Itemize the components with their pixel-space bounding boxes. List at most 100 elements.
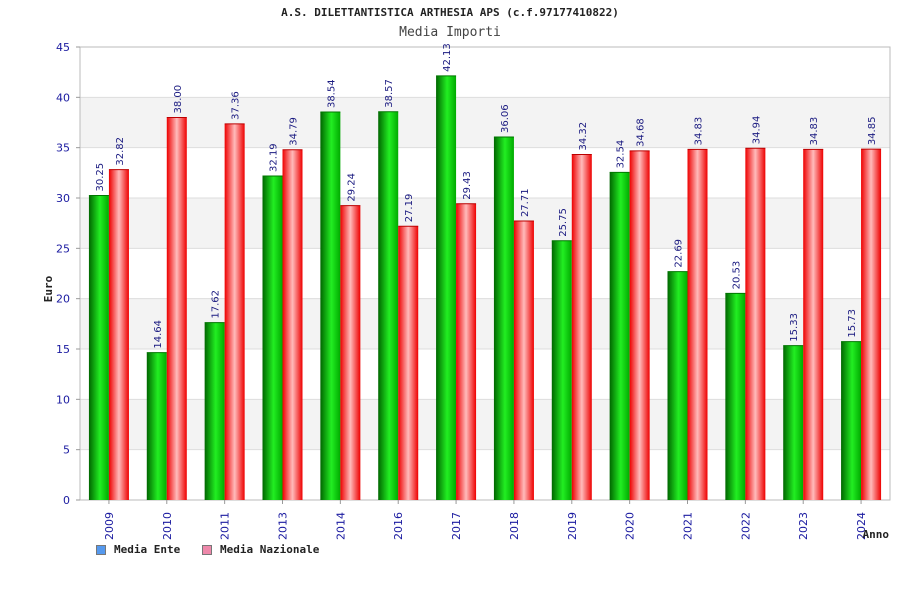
data-label-media-nazionale: 34.68 — [636, 118, 647, 147]
data-label-media-nazionale: 34.79 — [289, 117, 300, 146]
x-tick-label: 2011 — [219, 512, 232, 540]
y-tick-label: 20 — [56, 293, 70, 306]
bar-media-nazionale — [398, 226, 419, 500]
data-label-media-ente: 17.62 — [211, 290, 222, 319]
bar-media-ente — [609, 172, 630, 500]
legend-label-nazionale: Media Nazionale — [220, 543, 320, 556]
bar-media-ente — [204, 322, 225, 500]
data-label-media-ente: 20.53 — [731, 261, 742, 290]
bar-media-nazionale — [166, 117, 187, 500]
data-label-media-ente: 42.13 — [442, 43, 453, 72]
bar-media-nazionale — [108, 169, 129, 500]
data-label-media-nazionale: 34.85 — [867, 117, 878, 146]
data-label-media-nazionale: 34.94 — [751, 116, 762, 145]
bar-media-nazionale — [803, 149, 824, 501]
data-label-media-ente: 38.54 — [326, 79, 337, 108]
bar-media-ente — [146, 352, 167, 500]
x-tick-label: 2021 — [682, 512, 695, 540]
data-label-media-nazionale: 34.83 — [809, 117, 820, 146]
x-tick-label: 2009 — [103, 512, 116, 540]
x-tick-label: 2024 — [855, 512, 868, 540]
data-label-media-nazionale: 37.36 — [231, 91, 242, 120]
bar-media-nazionale — [282, 149, 303, 500]
bar-media-ente — [88, 195, 109, 500]
bar-media-nazionale — [745, 148, 766, 500]
x-tick-label: 2017 — [450, 512, 463, 540]
y-tick-label: 30 — [56, 192, 70, 205]
legend-item-ente: Media Ente — [96, 543, 180, 556]
grid-band — [80, 198, 890, 249]
grid-band — [80, 97, 890, 148]
bar-media-ente — [783, 345, 804, 500]
bar-media-nazionale — [224, 123, 245, 500]
grid-band — [80, 147, 890, 198]
data-label-media-nazionale: 29.24 — [346, 173, 357, 202]
bar-media-ente — [320, 112, 341, 500]
data-label-media-ente: 22.69 — [674, 239, 685, 268]
bar-media-ente — [667, 271, 688, 500]
data-label-media-ente: 32.54 — [616, 140, 627, 169]
data-label-media-nazionale: 29.43 — [462, 171, 473, 200]
grid-band — [80, 399, 890, 450]
bar-media-ente — [841, 341, 862, 500]
x-tick-label: 2016 — [392, 512, 405, 540]
legend-swatch-nazionale — [202, 544, 212, 555]
grid-band — [80, 449, 890, 500]
y-tick-label: 5 — [63, 444, 70, 457]
bar-media-nazionale — [629, 150, 650, 500]
data-label-media-ente: 38.57 — [384, 79, 395, 108]
data-label-media-ente: 15.73 — [847, 309, 858, 338]
grid-band — [80, 349, 890, 400]
data-label-media-nazionale: 27.19 — [404, 194, 415, 223]
y-tick-label: 10 — [56, 393, 70, 406]
data-label-media-nazionale: 27.71 — [520, 188, 531, 217]
data-label-media-ente: 25.75 — [558, 208, 569, 237]
bar-media-ente — [493, 136, 514, 500]
data-label-media-nazionale: 32.82 — [115, 137, 126, 166]
bar-media-ente — [725, 293, 746, 500]
x-tick-label: 2010 — [161, 512, 174, 540]
bar-media-nazionale — [513, 221, 534, 500]
x-tick-label: 2018 — [508, 512, 521, 540]
data-label-media-nazionale: 34.32 — [578, 122, 589, 151]
grid-band — [80, 47, 890, 98]
plot-frame — [79, 46, 891, 501]
grid-band — [80, 298, 890, 349]
bar-media-nazionale — [687, 149, 708, 501]
bar-media-ente — [551, 240, 572, 501]
data-label-media-ente: 36.06 — [500, 104, 511, 133]
bar-media-ente — [436, 75, 457, 501]
x-tick-label: 2023 — [797, 512, 810, 540]
chart-subtitle: Media Importi — [399, 25, 501, 40]
x-tick-label: 2013 — [277, 512, 290, 540]
bar-media-nazionale — [340, 205, 361, 500]
legend-swatch-ente — [96, 544, 106, 555]
x-tick-label: 2014 — [334, 512, 347, 540]
legend-item-nazionale: Media Nazionale — [202, 543, 319, 556]
grid-band — [80, 248, 890, 299]
data-label-media-nazionale: 38.00 — [173, 85, 184, 114]
bar-media-ente — [262, 175, 283, 501]
x-axis-label: Anno — [863, 528, 890, 541]
data-label-media-ente: 14.64 — [153, 320, 164, 349]
x-tick-label: 2020 — [624, 512, 637, 540]
data-label-media-ente: 32.19 — [269, 143, 280, 172]
y-tick-label: 35 — [56, 142, 70, 155]
y-tick-label: 15 — [56, 343, 70, 356]
y-tick-label: 40 — [56, 91, 70, 104]
y-tick-label: 25 — [56, 242, 70, 255]
bar-media-nazionale — [456, 203, 477, 500]
bar-media-nazionale — [571, 154, 592, 500]
x-tick-label: 2022 — [739, 512, 752, 540]
data-label-media-ente: 15.33 — [789, 313, 800, 342]
y-tick-label: 45 — [56, 41, 70, 54]
bar-media-nazionale — [861, 149, 882, 500]
chart-title: A.S. DILETTANTISTICA ARTHESIA APS (c.f.9… — [281, 6, 619, 19]
data-label-media-nazionale: 34.83 — [694, 117, 705, 146]
data-label-media-ente: 30.25 — [95, 163, 106, 192]
bar-media-ente — [378, 111, 399, 500]
x-tick-label: 2019 — [566, 512, 579, 540]
y-axis-label: Euro — [42, 275, 55, 302]
legend-label-ente: Media Ente — [114, 543, 181, 556]
